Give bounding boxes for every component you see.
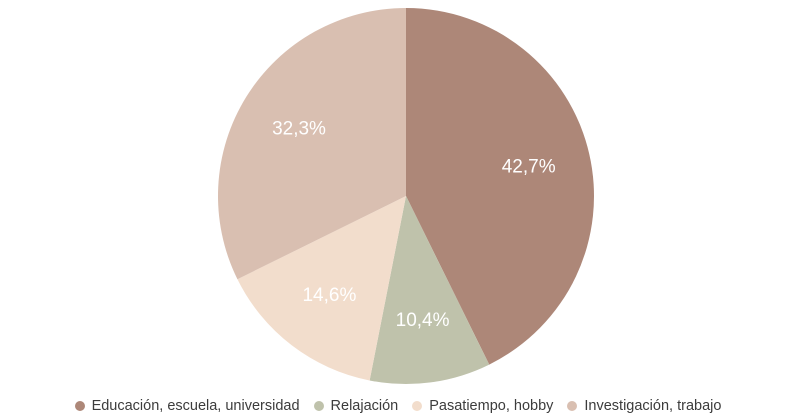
data-label: 42,7% <box>502 156 556 177</box>
pie-slice <box>237 196 406 381</box>
legend-label: Relajación <box>330 398 399 414</box>
data-label: 14,6% <box>302 285 356 306</box>
legend-label: Educación, escuela, universidad <box>91 398 300 414</box>
legend-item: Investigación, trabajo <box>567 398 721 414</box>
data-label: 10,4% <box>396 310 450 331</box>
pie-slice <box>217 8 406 280</box>
legend-swatch <box>412 401 423 411</box>
pie-slice <box>369 196 490 384</box>
legend-item: Educación, escuela, universidad <box>74 398 300 414</box>
legend-item: Relajación <box>313 398 399 414</box>
legend: Educación, escuela, universidad Relajació… <box>0 398 796 414</box>
legend-item: Pasatiempo, hobby <box>412 398 553 414</box>
legend-swatch <box>313 401 324 411</box>
pie-slice <box>406 8 594 365</box>
legend-swatch <box>567 401 578 411</box>
data-label: 32,3% <box>272 119 326 140</box>
legend-swatch <box>74 401 85 411</box>
legend-label: Investigación, trabajo <box>584 398 722 414</box>
chart: 42,7% 10,4% 14,6% 32,3% <box>217 8 594 384</box>
legend-label: Pasatiempo, hobby <box>429 398 554 414</box>
